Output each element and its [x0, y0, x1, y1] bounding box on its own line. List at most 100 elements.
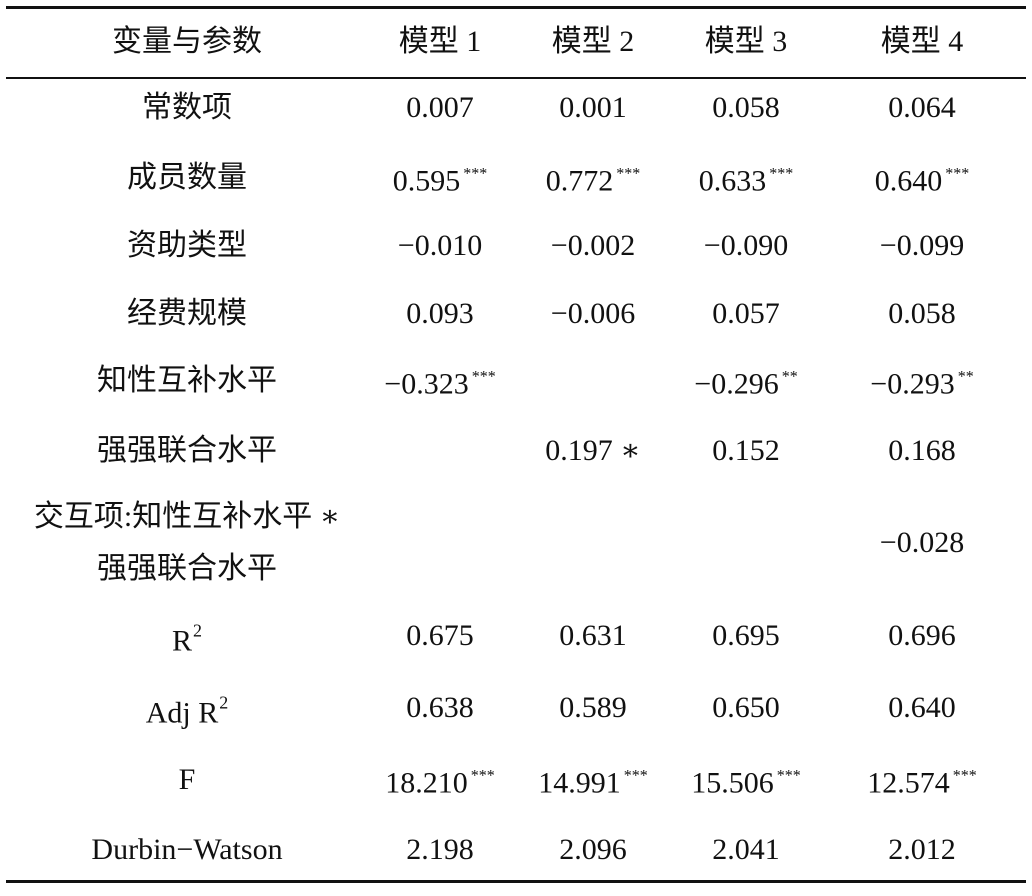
- significance: ***: [463, 165, 488, 183]
- value-cell: −0.010: [398, 220, 482, 272]
- value: −0.099: [879, 229, 965, 262]
- value: 0.696: [888, 619, 956, 652]
- row-label: F: [179, 754, 196, 806]
- value-cell: 0.168: [888, 425, 956, 477]
- value-cell: −0.028: [880, 517, 964, 569]
- value-cell: 0.152: [712, 425, 780, 477]
- value: 0.675: [406, 619, 474, 652]
- value-cell: 2.041: [712, 824, 780, 876]
- value-cell: 12.574 ***: [867, 751, 977, 810]
- value-cell: 15.506 ***: [691, 751, 801, 810]
- bottom-rule: [6, 880, 1026, 883]
- label-superscript: 2: [219, 692, 229, 713]
- value: 12.574: [867, 766, 950, 800]
- value: −0.006: [550, 297, 636, 330]
- row-label: Adj R2: [146, 677, 229, 740]
- value-cell: 0.650: [712, 682, 780, 734]
- value-cell: 0.695: [712, 610, 780, 662]
- value-cell: 0.589: [559, 682, 627, 734]
- value: −0.293: [870, 367, 955, 401]
- label-text: 常数项: [142, 91, 232, 124]
- row-label: 知性互补水平: [97, 355, 277, 407]
- value-cell: 0.007: [406, 82, 474, 134]
- row-label: Durbin−Watson: [91, 824, 282, 876]
- row-label: 交互项:知性互补水平 ∗ 强强联合水平: [34, 491, 340, 595]
- value: 0.695: [712, 619, 780, 652]
- value: 18.210: [385, 766, 468, 800]
- label-text: 强强联合水平: [97, 434, 277, 467]
- significance: ***: [776, 767, 801, 785]
- value-cell: −0.006: [551, 288, 635, 340]
- significance: **: [957, 368, 974, 386]
- value-cell: 0.064: [888, 82, 956, 134]
- row-label: 成员数量: [127, 152, 247, 204]
- label-text: Adj R: [145, 696, 219, 730]
- value-cell: 0.631: [559, 610, 627, 662]
- value: −0.010: [397, 229, 483, 262]
- header-cell: 模型 1: [398, 25, 482, 58]
- value-cell: −0.296 **: [694, 352, 797, 411]
- label-line: 强强联合水平: [96, 552, 277, 585]
- value: −0.002: [550, 229, 636, 262]
- value: 14.991: [538, 766, 621, 800]
- significance: ***: [471, 368, 496, 386]
- value-cell: 0.197 ∗: [545, 425, 640, 477]
- value: 0.058: [888, 297, 956, 330]
- value-cell: 0.058: [712, 82, 780, 134]
- value: 2.096: [559, 833, 627, 866]
- value-cell: 0.093: [406, 288, 474, 340]
- value-cell: 0.633 ***: [699, 149, 794, 208]
- header-cell: 模型 3: [704, 25, 788, 58]
- label-line: 交互项:知性互补水平 ∗: [33, 500, 341, 533]
- value: −0.090: [703, 229, 789, 262]
- value-cell: 2.198: [406, 824, 474, 876]
- label-text: 知性互补水平: [97, 364, 277, 397]
- value: 2.012: [888, 833, 956, 866]
- value: 0.640: [888, 691, 956, 724]
- value-cell: 0.638: [406, 682, 474, 734]
- significance: ***: [952, 767, 977, 785]
- value: 0.197 ∗: [545, 434, 641, 467]
- row-label: 强强联合水平: [97, 425, 277, 477]
- significance: **: [781, 368, 798, 386]
- significance: ***: [623, 767, 648, 785]
- value: 0.058: [712, 91, 780, 124]
- label-text: R: [171, 624, 193, 658]
- significance: ***: [470, 767, 495, 785]
- value-cell: −0.293 **: [870, 352, 973, 411]
- value: 0.638: [406, 691, 474, 724]
- value-cell: 0.058: [888, 288, 956, 340]
- value: −0.296: [694, 367, 779, 401]
- value: 0.772: [545, 164, 614, 198]
- value: 0.650: [712, 691, 780, 724]
- value-cell: −0.090: [704, 220, 788, 272]
- value: 0.633: [698, 164, 767, 198]
- value: 0.152: [712, 434, 780, 467]
- header-cell: 模型 4: [880, 25, 964, 58]
- row-label: 资助类型: [127, 220, 247, 272]
- label-superscript: 2: [193, 620, 203, 641]
- significance: ***: [945, 165, 970, 183]
- value: 0.093: [406, 297, 474, 330]
- label-text: 经费规模: [127, 297, 247, 330]
- value: 2.041: [712, 833, 780, 866]
- value-cell: 14.991 ***: [538, 751, 648, 810]
- value-cell: 0.595 ***: [393, 149, 488, 208]
- label-text: Durbin−Watson: [91, 833, 283, 866]
- value: 0.064: [888, 91, 956, 124]
- value-cell: −0.323 ***: [384, 352, 495, 411]
- header-cell: 模型 2: [551, 25, 635, 58]
- header-cell: 变量与参数: [112, 25, 262, 58]
- value: 0.631: [559, 619, 627, 652]
- value-cell: 0.696: [888, 610, 956, 662]
- value-cell: 0.675: [406, 610, 474, 662]
- value-cell: −0.099: [880, 220, 964, 272]
- value-cell: 0.057: [712, 288, 780, 340]
- value-cell: 0.640 ***: [875, 149, 970, 208]
- value-cell: 2.012: [888, 824, 956, 876]
- top-rule: [6, 6, 1026, 9]
- row-label: 常数项: [142, 82, 232, 134]
- significance: ***: [769, 165, 794, 183]
- significance: ***: [616, 165, 641, 183]
